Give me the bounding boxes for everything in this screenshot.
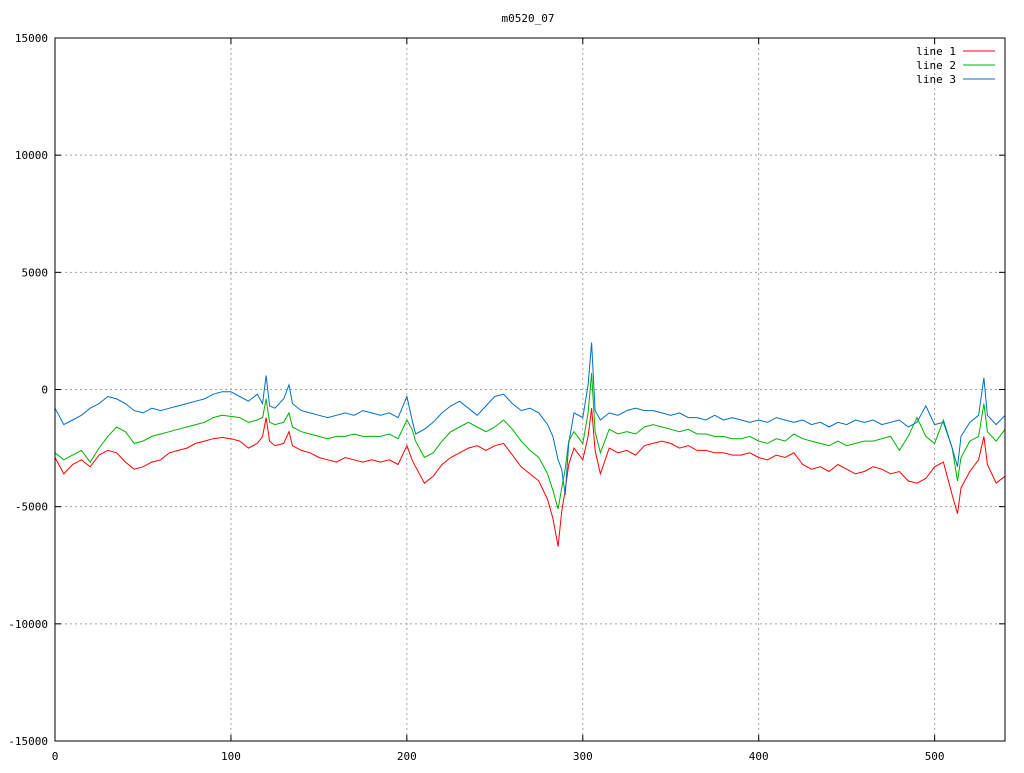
x-tick-label: 0	[52, 750, 59, 763]
y-tick-label: -5000	[15, 501, 48, 514]
y-tick-label: 15000	[15, 32, 48, 45]
y-tick-label: -10000	[8, 618, 48, 631]
y-tick-label: 5000	[22, 266, 49, 279]
x-tick-label: 500	[925, 750, 945, 763]
legend-label-1: line 1	[916, 45, 956, 58]
chart-title: m0520_07	[502, 12, 555, 25]
series-line-3	[54, 342, 1006, 496]
x-tick-label: 200	[397, 750, 417, 763]
y-tick-label: 0	[41, 384, 48, 397]
legend-label-3: line 3	[916, 73, 956, 86]
y-tick-label: 10000	[15, 149, 48, 162]
plot-frame	[54, 37, 1006, 742]
x-tick-label: 300	[573, 750, 593, 763]
x-tick-label: 400	[749, 750, 769, 763]
series-line-2	[54, 373, 1006, 510]
legend-label-2: line 2	[916, 59, 956, 72]
y-tick-label: -15000	[8, 735, 48, 748]
x-tick-label: 100	[221, 750, 241, 763]
axis-ticks: 0 100 200 300 400 500 -15000 -10000 -5000 0 5000 10…	[8, 32, 1005, 763]
series-line-1	[54, 408, 1006, 547]
grid-lines	[55, 38, 1005, 741]
series-layer	[54, 342, 1006, 547]
